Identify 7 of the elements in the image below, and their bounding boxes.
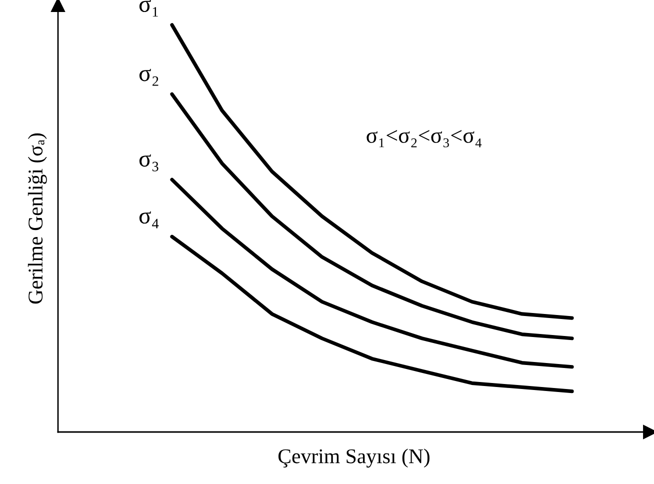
series-label: σ₁: [139, 0, 158, 16]
series-label: σ₄: [139, 211, 159, 228]
series-label: σ₂: [139, 68, 158, 86]
y-axis-title: Gerilme Genliği (σₐ): [28, 133, 47, 304]
annotation: σ₁<σ₂<σ₃<σ₄: [366, 130, 482, 148]
series-label: σ₃: [139, 154, 158, 172]
x-axis-title: Çevrim Sayısı (N): [278, 448, 430, 468]
